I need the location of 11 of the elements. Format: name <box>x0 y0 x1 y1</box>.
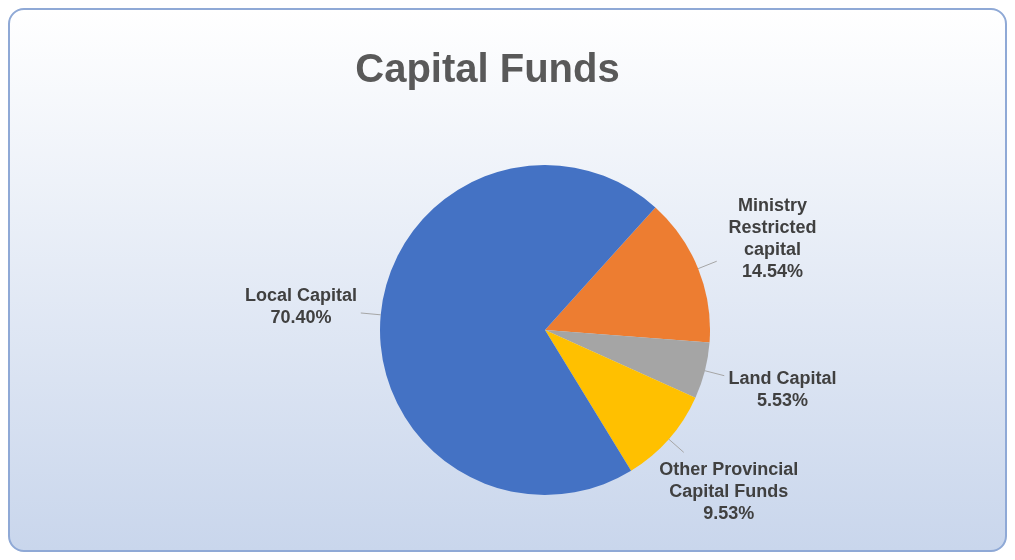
slice-label: Land Capital <box>728 368 837 389</box>
data-label: 5.53% <box>756 390 808 411</box>
data-label: 14.54% <box>741 260 803 281</box>
slice-label: Other Provincial Capital Funds <box>659 458 799 501</box>
data-label: 70.40% <box>270 307 332 328</box>
pie-slice <box>545 207 710 343</box>
pie-slice <box>380 165 656 495</box>
slice-label: Ministry Restricted capital <box>728 194 817 259</box>
chart-title: Capital Funds <box>354 45 621 91</box>
slice-label: Local Capital <box>245 285 358 306</box>
data-label: 9.53% <box>703 502 755 523</box>
